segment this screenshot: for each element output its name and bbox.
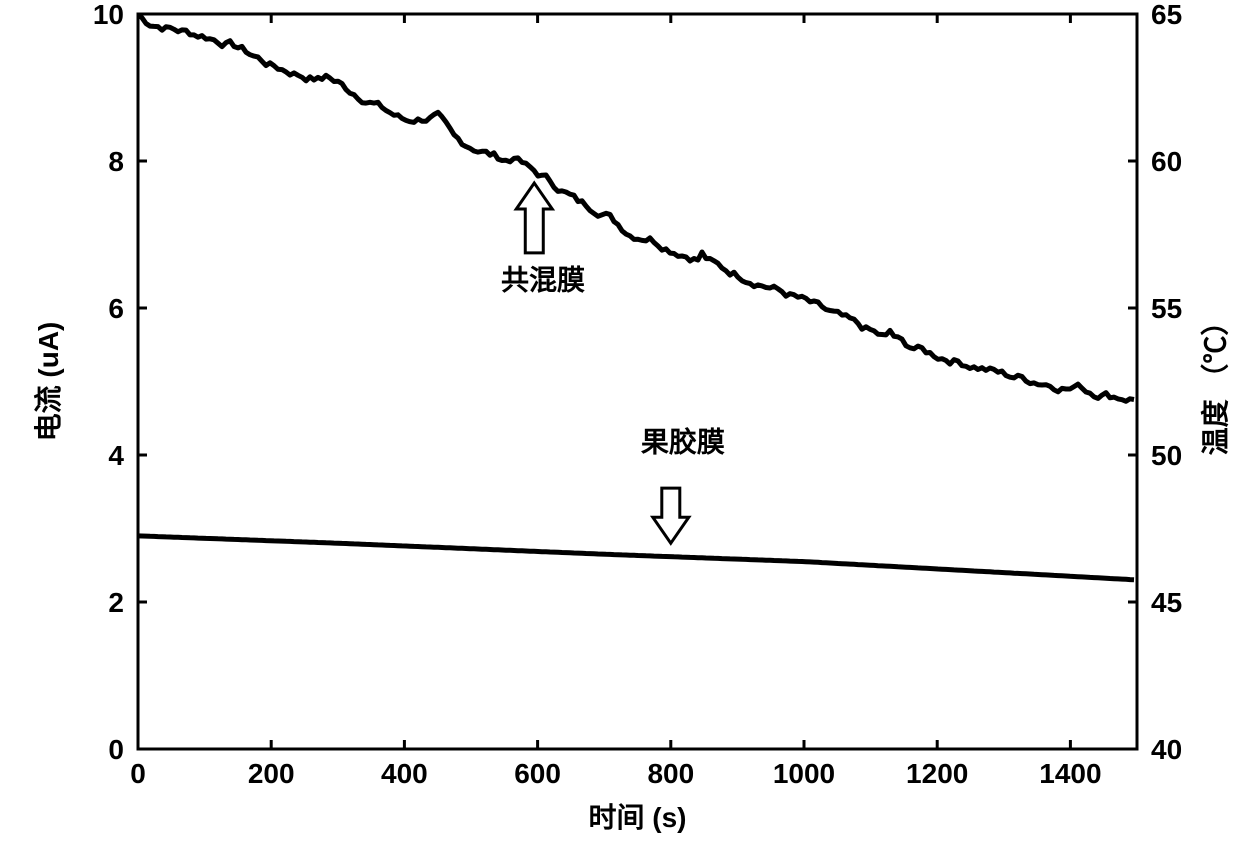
y-left-tick-label: 8 xyxy=(108,146,124,177)
y-left-tick-label: 4 xyxy=(108,440,124,471)
y-left-tick-label: 10 xyxy=(93,0,124,30)
y-left-tick-label: 6 xyxy=(108,293,124,324)
x-tick-label: 800 xyxy=(647,758,694,789)
x-tick-label: 0 xyxy=(130,758,146,789)
annotation-text-1: 果胶膜 xyxy=(641,425,725,457)
y-right-tick-label: 65 xyxy=(1151,0,1182,30)
x-tick-label: 1200 xyxy=(906,758,968,789)
y-right-tick-label: 40 xyxy=(1151,734,1182,765)
y-left-axis-label: 电流 (uA) xyxy=(33,322,64,442)
y-right-tick-label: 60 xyxy=(1151,146,1182,177)
x-tick-label: 200 xyxy=(248,758,295,789)
x-tick-label: 600 xyxy=(514,758,561,789)
y-right-tick-label: 45 xyxy=(1151,587,1182,618)
y-left-tick-label: 2 xyxy=(108,587,124,618)
x-tick-label: 400 xyxy=(381,758,428,789)
y-right-tick-label: 55 xyxy=(1151,293,1182,324)
annotation-text-0: 共混膜 xyxy=(501,265,585,296)
chart-background xyxy=(0,0,1240,858)
x-axis-label: 时间 (s) xyxy=(588,802,686,833)
y-left-tick-label: 0 xyxy=(108,734,124,765)
y-right-tick-label: 50 xyxy=(1151,440,1182,471)
x-tick-label: 1400 xyxy=(1039,758,1101,789)
x-tick-label: 1000 xyxy=(773,758,835,789)
y-right-axis-label: 温度 （℃） xyxy=(1199,308,1231,456)
